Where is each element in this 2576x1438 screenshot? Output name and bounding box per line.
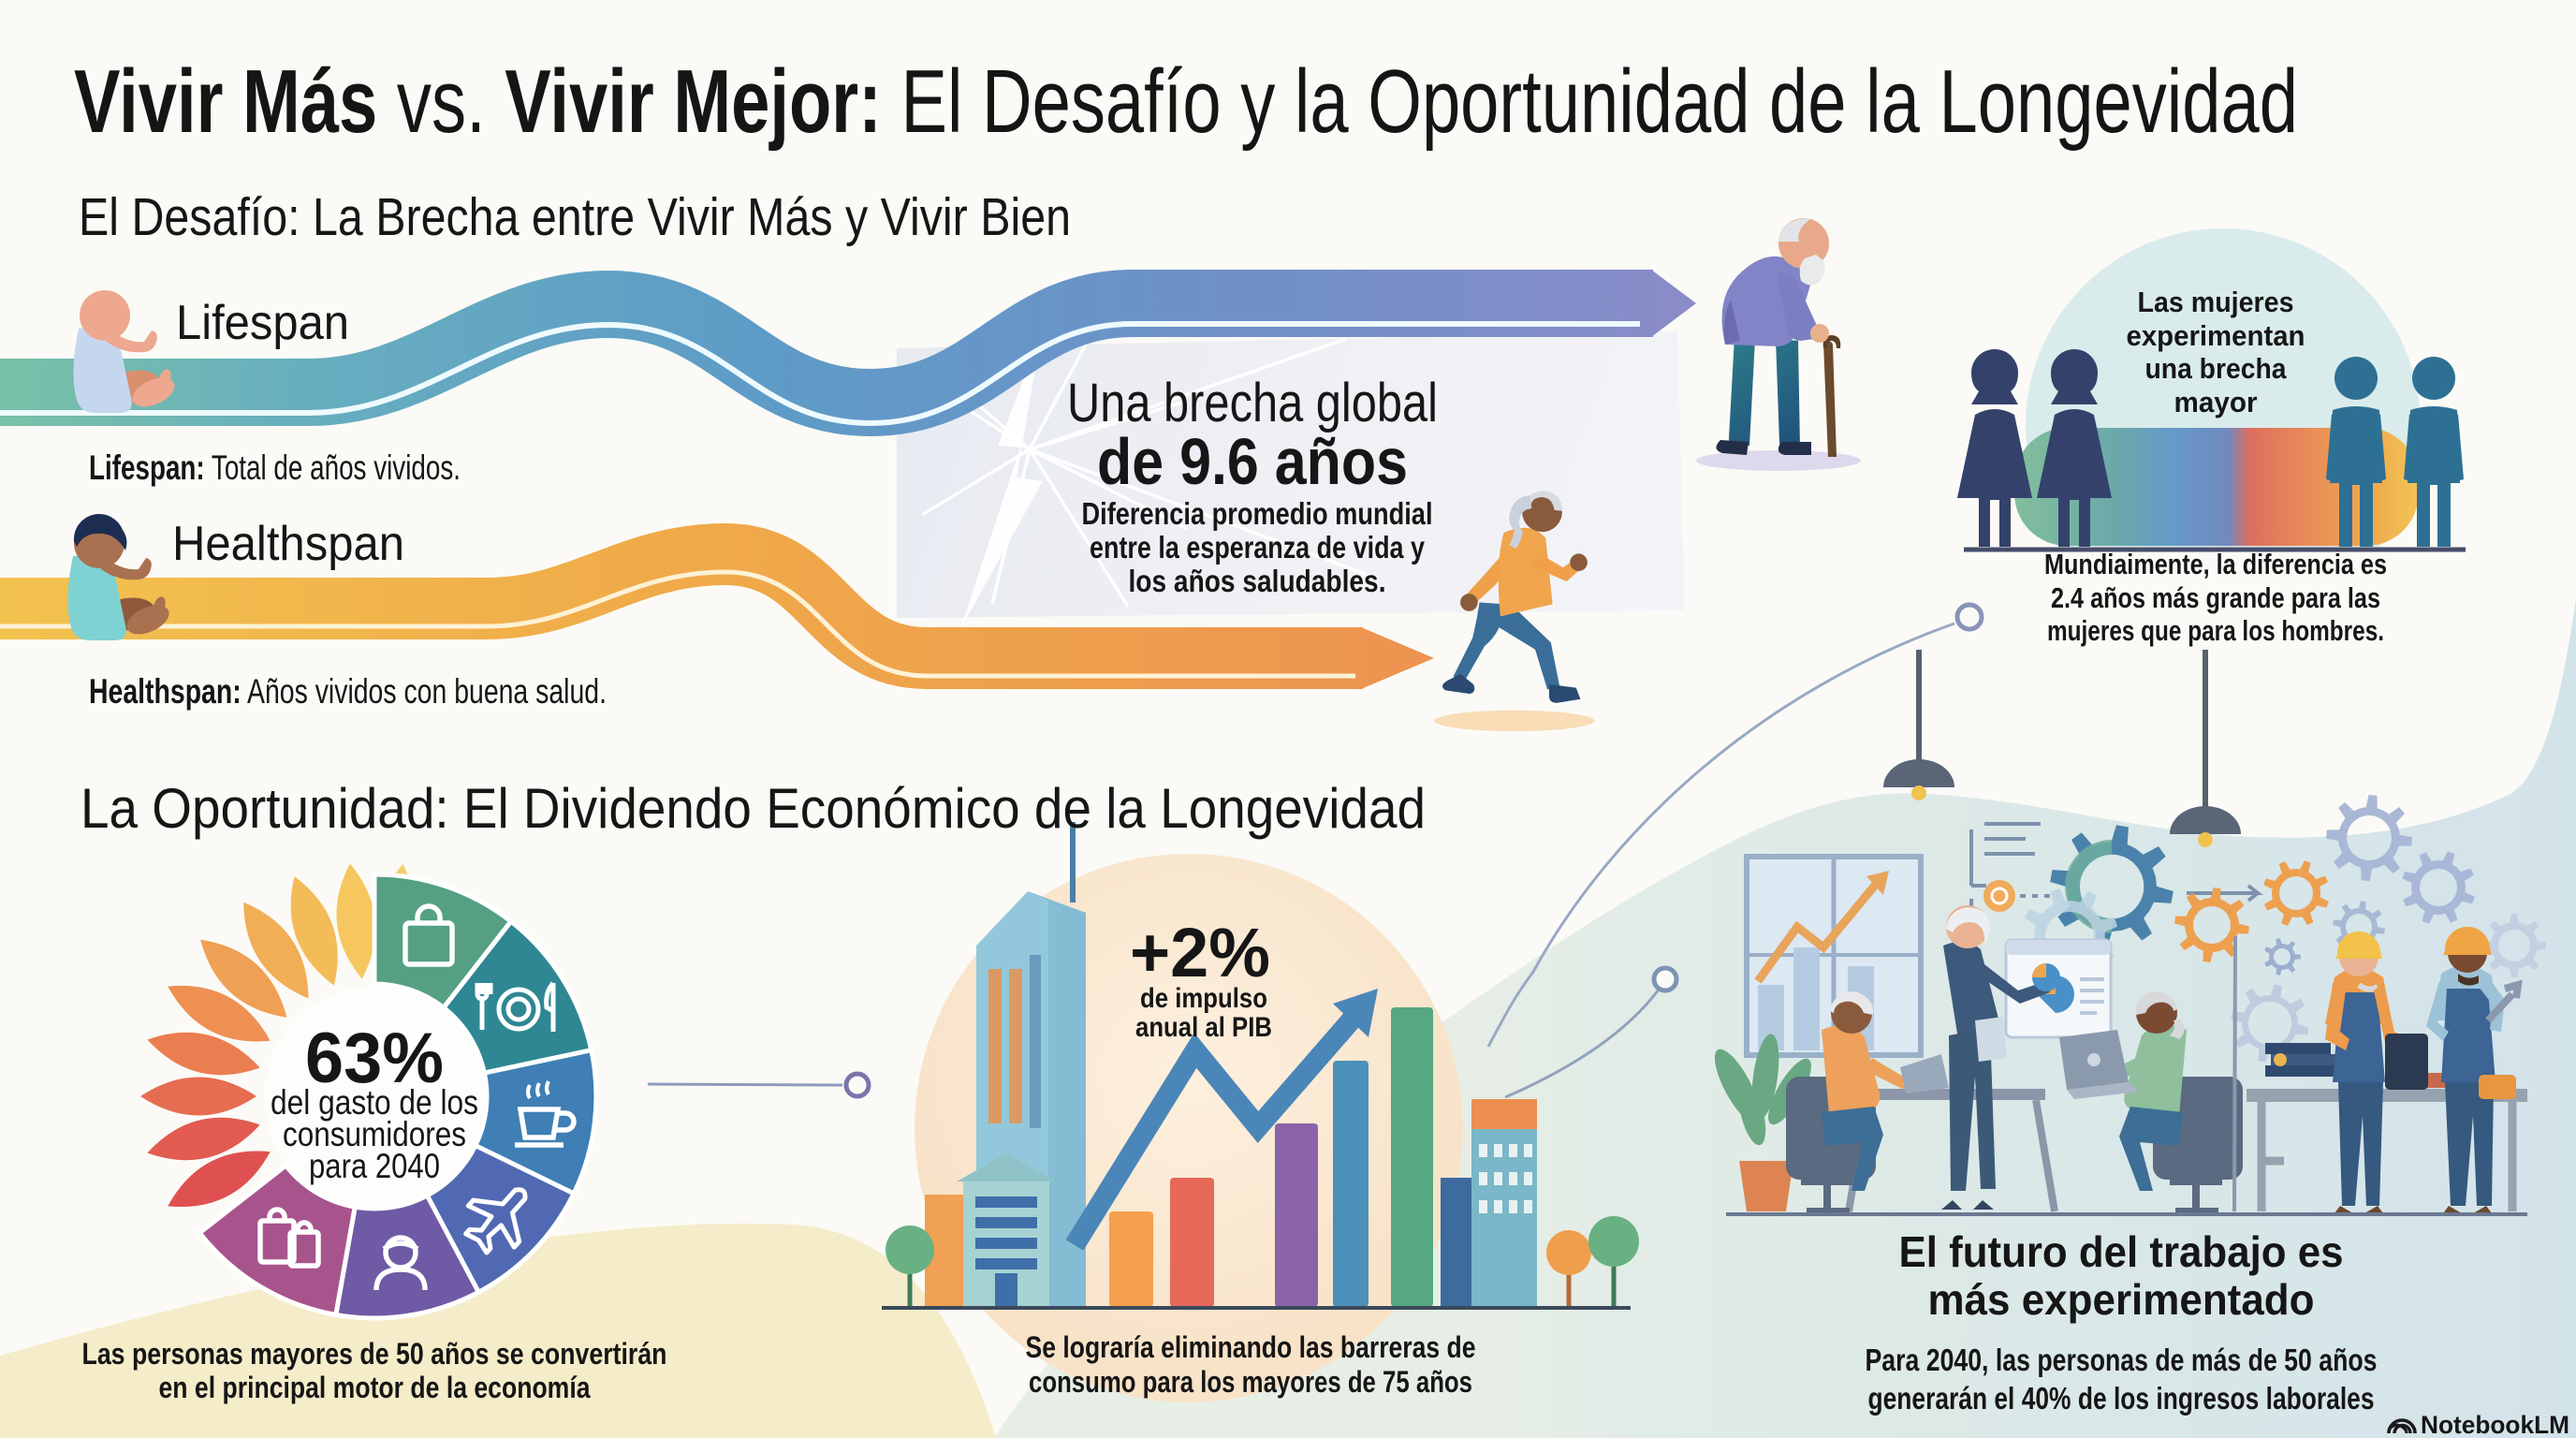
svg-text:Healthspan: Healthspan — [172, 517, 404, 571]
svg-text:anual al PIB: anual al PIB — [1135, 1012, 1272, 1043]
svg-text:en el principal motor de la ec: en el principal motor de la economía — [159, 1371, 591, 1404]
svg-text:Lifespan:: Lifespan: — [89, 448, 205, 487]
svg-text:Para 2040, las personas de más: Para 2040, las personas de más de 50 año… — [1866, 1343, 2378, 1377]
svg-text:mayor: mayor — [2174, 386, 2258, 418]
svg-text:consumidores: consumidores — [283, 1115, 466, 1153]
svg-text:entre la esperanza de vida y: entre la esperanza de vida y — [1090, 530, 1426, 565]
svg-text:una brecha: una brecha — [2145, 352, 2288, 385]
svg-text:vs.: vs. — [377, 51, 505, 152]
svg-text:de impulso: de impulso — [1140, 983, 1267, 1014]
svg-text:NotebookLM: NotebookLM — [2421, 1411, 2569, 1438]
svg-text:experimentan: experimentan — [2127, 319, 2305, 352]
svg-text:Healthspan:: Healthspan: — [89, 672, 242, 711]
svg-text:consumo para los mayores de 75: consumo para los mayores de 75 años — [1029, 1365, 1472, 1399]
svg-text:63%: 63% — [305, 1019, 444, 1098]
svg-text:mujeres que para los hombres.: mujeres que para los hombres. — [2047, 614, 2384, 647]
svg-text:Las personas mayores de 50 año: Las personas mayores de 50 años se conve… — [82, 1337, 667, 1371]
svg-text:La Oportunidad: El Dividendo E: La Oportunidad: El Dividendo Económico d… — [80, 777, 1426, 840]
svg-text:generarán el 40% de los ingres: generarán el 40% de los ingresos laboral… — [1868, 1381, 2375, 1416]
svg-text:El Desafío y la Oportunidad de: El Desafío y la Oportunidad de la Longev… — [882, 51, 2298, 152]
svg-text:El futuro del trabajo es: El futuro del trabajo es — [1899, 1227, 2344, 1276]
svg-text:+2%: +2% — [1130, 914, 1270, 991]
svg-text:2.4 años más grande para las: 2.4 años más grande para las — [2051, 581, 2380, 614]
svg-text:del gasto de los: del gasto de los — [271, 1083, 478, 1122]
svg-text:Vivir Mejor:: Vivir Mejor: — [505, 51, 882, 152]
svg-text:más experimentado: más experimentado — [1928, 1275, 2315, 1324]
svg-text:Una brecha global: Una brecha global — [1067, 373, 1438, 433]
svg-text:Diferencia promedio mundial: Diferencia promedio mundial — [1082, 496, 1433, 531]
svg-text:Vivir Más: Vivir Más — [74, 51, 377, 152]
svg-text:Lifespan: Lifespan — [176, 296, 349, 350]
svg-text:Las mujeres: Las mujeres — [2138, 286, 2294, 318]
svg-text:Total de años vividos.: Total de años vividos. — [205, 448, 461, 487]
svg-text:Se lograría eliminando las bar: Se lograría eliminando las barreras de — [1026, 1330, 1476, 1364]
svg-text:Mundiaimente, la diferencia es: Mundiaimente, la diferencia es — [2044, 548, 2387, 580]
svg-text:El Desafío: La Brecha entre Vi: El Desafío: La Brecha entre Vivir Más y … — [79, 187, 1071, 247]
svg-text:Años vividos con buena salud.: Años vividos con buena salud. — [242, 672, 607, 711]
svg-text:de 9.6 años: de 9.6 años — [1097, 425, 1408, 498]
svg-text:para 2040: para 2040 — [309, 1147, 440, 1185]
svg-text:los años saludables.: los años saludables. — [1129, 564, 1386, 598]
